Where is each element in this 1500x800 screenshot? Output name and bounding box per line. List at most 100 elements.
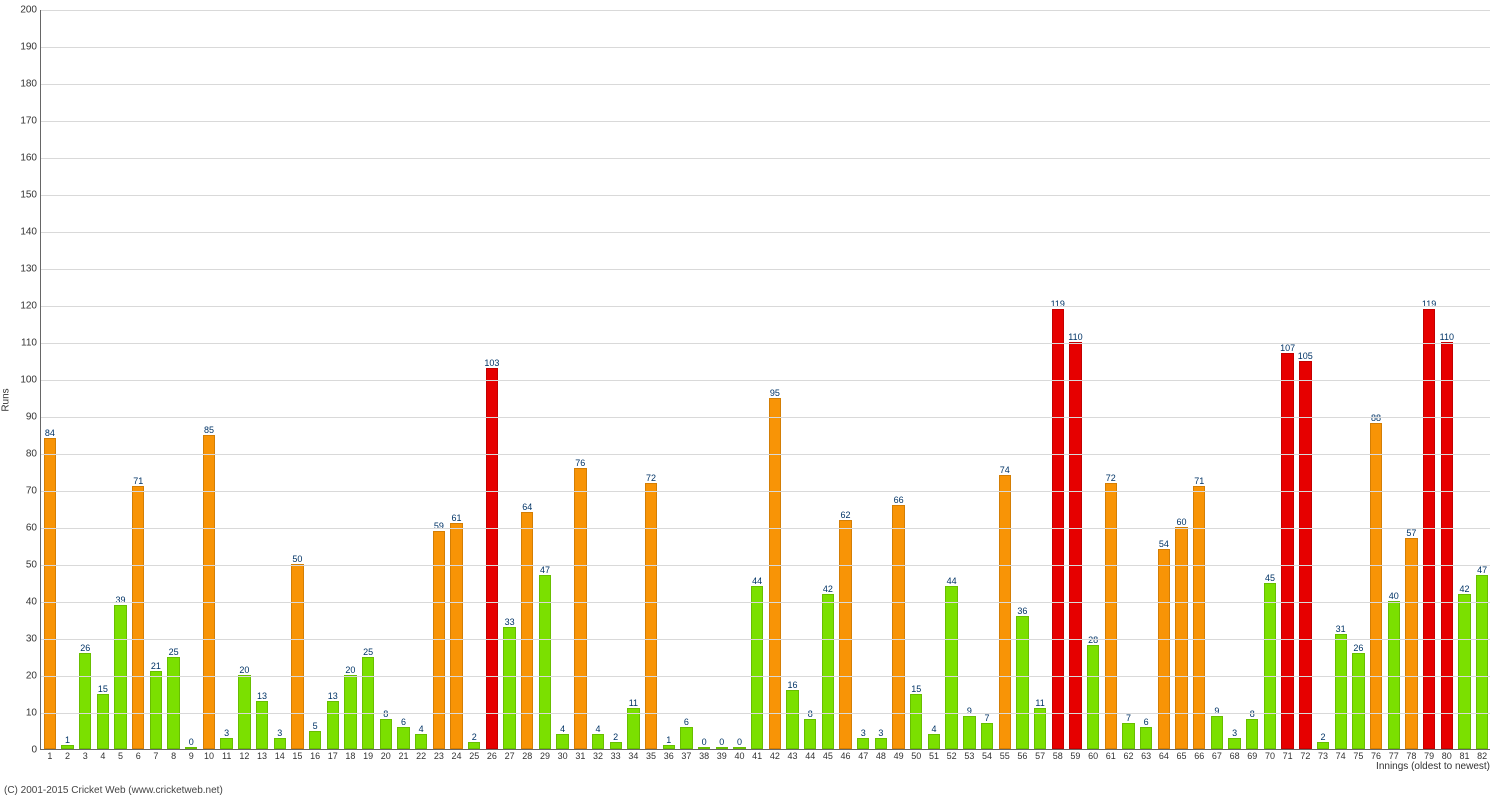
y-tick-label: 100	[20, 375, 37, 386]
x-tick-label: 7	[153, 751, 158, 761]
x-tick-label: 26	[487, 751, 497, 761]
x-tick-label: 11	[222, 751, 231, 761]
bar-value-label: 42	[1459, 584, 1469, 594]
bar: 0	[716, 747, 728, 749]
x-tick-label: 72	[1300, 751, 1310, 761]
bar: 3	[857, 738, 869, 749]
bar: 4	[592, 734, 604, 749]
y-tick-label: 160	[20, 153, 37, 164]
bar: 16	[786, 690, 798, 749]
bar-value-label: 42	[823, 584, 833, 594]
bar-value-label: 61	[452, 513, 462, 523]
x-tick-label: 14	[275, 751, 285, 761]
x-tick-label: 69	[1247, 751, 1257, 761]
gridline	[41, 232, 1490, 233]
y-tick-label: 80	[26, 449, 37, 460]
y-tick-label: 10	[26, 708, 37, 719]
bar: 5	[309, 731, 321, 750]
x-tick-label: 35	[646, 751, 656, 761]
x-tick-label: 9	[189, 751, 194, 761]
bar-value-label: 0	[719, 737, 724, 747]
bar-value-label: 44	[947, 576, 957, 586]
x-tick-label: 41	[752, 751, 762, 761]
bar: 72	[1105, 483, 1117, 749]
bar: 110	[1069, 342, 1081, 749]
bar-value-label: 8	[383, 709, 388, 719]
bar-value-label: 4	[419, 724, 424, 734]
bar-value-label: 107	[1280, 343, 1295, 353]
bar-value-label: 9	[1214, 706, 1219, 716]
x-tick-label: 65	[1177, 751, 1187, 761]
bar-value-label: 7	[1126, 713, 1131, 723]
gridline	[41, 158, 1490, 159]
bar-value-label: 16	[788, 680, 798, 690]
x-tick-label: 54	[982, 751, 992, 761]
bar-value-label: 13	[328, 691, 338, 701]
bar-value-label: 2	[1320, 732, 1325, 742]
bar-value-label: 8	[1250, 709, 1255, 719]
bar: 6	[1140, 727, 1152, 749]
bar-value-label: 39	[116, 595, 126, 605]
x-tick-label: 43	[788, 751, 798, 761]
bar: 105	[1299, 361, 1311, 750]
bar-value-label: 8	[808, 709, 813, 719]
bar-value-label: 4	[931, 724, 936, 734]
bar: 3	[875, 738, 887, 749]
x-tick-label: 80	[1442, 751, 1452, 761]
bar: 44	[751, 586, 763, 749]
y-tick-label: 70	[26, 486, 37, 497]
bar-value-label: 72	[1106, 473, 1116, 483]
x-tick-label: 75	[1353, 751, 1363, 761]
bar: 9	[1211, 716, 1223, 749]
x-tick-label: 28	[522, 751, 532, 761]
bar-value-label: 20	[345, 665, 355, 675]
bar: 103	[486, 368, 498, 749]
bar: 1	[61, 745, 73, 749]
bar: 36	[1016, 616, 1028, 749]
bar-value-label: 6	[684, 717, 689, 727]
x-tick-label: 56	[1017, 751, 1027, 761]
bar-value-label: 110	[1068, 332, 1082, 342]
bar: 42	[1458, 594, 1470, 749]
gridline	[41, 639, 1490, 640]
x-tick-label: 45	[823, 751, 833, 761]
bar: 62	[839, 520, 851, 749]
y-tick-label: 130	[20, 264, 37, 275]
x-tick-label: 22	[416, 751, 426, 761]
bar: 110	[1441, 342, 1453, 749]
x-tick-label: 51	[929, 751, 939, 761]
bar-value-label: 71	[1194, 476, 1204, 486]
bar-value-label: 40	[1389, 591, 1399, 601]
bar: 13	[327, 701, 339, 749]
bar: 1	[663, 745, 675, 749]
x-tick-label: 37	[681, 751, 691, 761]
bar-value-label: 7	[985, 713, 990, 723]
bar-value-label: 71	[133, 476, 143, 486]
x-tick-label: 70	[1265, 751, 1275, 761]
bar: 84	[44, 438, 56, 749]
x-tick-label: 46	[841, 751, 851, 761]
y-tick-label: 110	[21, 338, 37, 349]
x-tick-label: 63	[1141, 751, 1151, 761]
y-tick-label: 50	[26, 560, 37, 571]
x-tick-label: 68	[1230, 751, 1240, 761]
y-axis-label: Runs	[1, 388, 12, 411]
x-tick-label: 1	[47, 751, 52, 761]
x-tick-label: 59	[1070, 751, 1080, 761]
x-tick-label: 77	[1389, 751, 1399, 761]
bar-value-label: 31	[1336, 624, 1346, 634]
x-tick-label: 44	[805, 751, 815, 761]
bar-value-label: 105	[1298, 351, 1313, 361]
x-tick-label: 53	[964, 751, 974, 761]
bar: 57	[1405, 538, 1417, 749]
bar-value-label: 95	[770, 388, 780, 398]
x-tick-label: 4	[100, 751, 105, 761]
y-tick-label: 0	[31, 745, 37, 756]
x-tick-label: 31	[575, 751, 585, 761]
x-tick-label: 2	[65, 751, 70, 761]
x-tick-label: 16	[310, 751, 320, 761]
bar-value-label: 4	[560, 724, 565, 734]
bar-value-label: 47	[1477, 565, 1487, 575]
bar: 71	[132, 486, 144, 749]
bar: 28	[1087, 645, 1099, 749]
